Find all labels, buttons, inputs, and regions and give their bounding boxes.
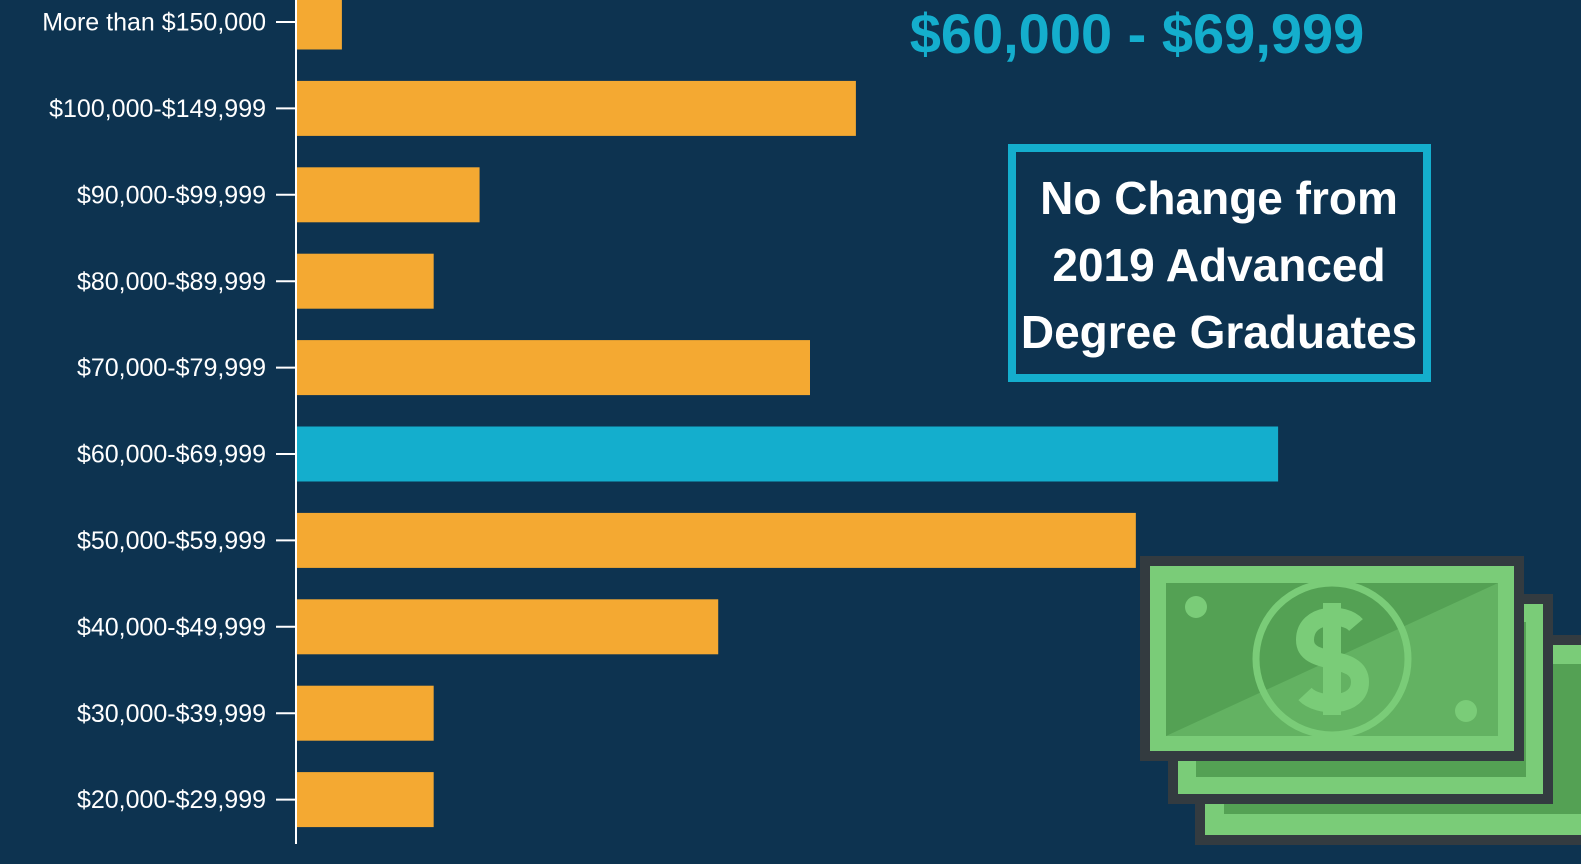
- bar: [296, 167, 480, 222]
- bar: [296, 686, 434, 741]
- bar: [296, 340, 810, 395]
- money-illustration: [1145, 561, 1581, 840]
- bar: [296, 254, 434, 309]
- bar: [296, 427, 1278, 482]
- y-tick-label: More than $150,000: [42, 9, 266, 37]
- bar: [296, 81, 856, 136]
- y-tick-label: $30,000-$39,999: [77, 700, 266, 728]
- bar: [296, 0, 342, 50]
- bill-dot: [1185, 596, 1207, 618]
- bill-dot: [1455, 700, 1477, 722]
- annotation-text: 2019 Advanced: [1052, 239, 1385, 291]
- y-tick-label: $60,000-$69,999: [77, 441, 266, 469]
- page: $60,000 - $69,999 No Change from 2019 Adv…: [0, 0, 1581, 864]
- highlight-label: $60,000 - $69,999: [910, 2, 1365, 65]
- y-tick-label: $100,000-$149,999: [49, 95, 266, 123]
- bar: [296, 513, 1136, 568]
- dollar-sign: [1305, 603, 1360, 715]
- y-tick-label: $50,000-$59,999: [77, 527, 266, 555]
- annotation-text: Degree Graduates: [1021, 306, 1417, 358]
- y-tick-label: $70,000-$79,999: [77, 354, 266, 382]
- y-tick-label: $40,000-$49,999: [77, 613, 266, 641]
- bar: [296, 599, 718, 654]
- y-tick-label: $90,000-$99,999: [77, 181, 266, 209]
- chart: $60,000 - $69,999 No Change from 2019 Adv…: [0, 0, 1581, 864]
- bar: [296, 772, 434, 827]
- annotation-text: No Change from: [1040, 172, 1398, 224]
- y-tick-label: $20,000-$29,999: [77, 786, 266, 814]
- y-tick-label: $80,000-$89,999: [77, 268, 266, 296]
